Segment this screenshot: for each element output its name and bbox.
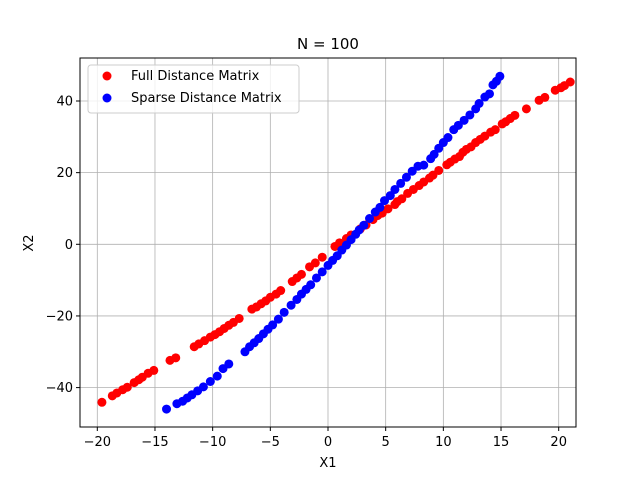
x-tick-label: −10: [199, 435, 226, 450]
full-distance-point: [149, 365, 159, 375]
full-distance-point: [540, 92, 550, 102]
sparse-distance-point: [273, 314, 283, 324]
sparse-distance-point: [465, 110, 475, 120]
sparse-distance-point: [306, 280, 316, 290]
axis-ticks: −20 −15 −10 −5 0 5 10 15 20 −40 −20 0 20 40: [46, 94, 567, 450]
full-distance-point: [171, 353, 181, 363]
full-distance-point: [490, 125, 500, 135]
sparse-distance-point: [459, 115, 469, 125]
x-tick-label: 20: [550, 435, 567, 450]
sparse-distance-point: [205, 377, 215, 386]
sparse-distance-point: [474, 99, 484, 108]
sparse-distance-point: [279, 307, 289, 317]
full-distance-point: [122, 382, 132, 392]
sparse-distance-point: [495, 71, 505, 81]
sparse-distance-point: [359, 220, 369, 230]
y-tick-label: −20: [46, 309, 73, 324]
sparse-distance-point: [443, 133, 453, 143]
x-axis-label: X1: [319, 456, 336, 471]
sparse-distance-point: [375, 202, 385, 212]
full-distance-point: [383, 204, 393, 214]
legend-label-full: Full Distance Matrix: [131, 69, 260, 84]
x-tick-label: 5: [382, 435, 390, 450]
x-tick-label: 10: [435, 435, 452, 450]
legend: Full Distance Matrix Sparse Distance Mat…: [87, 64, 300, 114]
sparse-distance-point: [429, 149, 439, 159]
sparse-distance-point: [419, 160, 429, 170]
sparse-distance-point: [162, 404, 172, 414]
full-distance-point: [317, 252, 327, 262]
full-distance-point: [521, 104, 531, 114]
y-tick-label: 0: [65, 238, 73, 253]
legend-marker-sparse: [102, 93, 112, 103]
sparse-distance-point: [365, 214, 375, 223]
full-distance-point: [397, 194, 407, 204]
sparse-distance-point: [286, 300, 296, 310]
legend-box: [87, 64, 300, 114]
x-tick-label: 0: [324, 435, 332, 450]
x-tick-label: 15: [493, 435, 510, 450]
sparse-distance-point: [390, 184, 400, 194]
sparse-distance-point: [224, 359, 234, 369]
x-tick-label: −15: [141, 435, 168, 450]
data-points: [97, 71, 575, 414]
y-tick-label: −40: [46, 381, 73, 396]
full-distance-point: [234, 313, 244, 323]
full-distance-point: [296, 269, 306, 279]
y-tick-label: 40: [56, 94, 73, 109]
sparse-distance-point: [484, 89, 494, 99]
grid: [80, 58, 576, 427]
y-axis-label: X2: [22, 234, 37, 251]
sparse-distance-point: [311, 273, 321, 283]
legend-label-sparse: Sparse Distance Matrix: [131, 91, 282, 106]
full-distance-point: [97, 397, 107, 407]
sparse-distance-point: [401, 172, 411, 182]
sparse-distance-point: [198, 382, 208, 392]
sparse-distance-point: [268, 320, 278, 330]
sparse-distance-point: [396, 178, 406, 188]
y-tick-label: 20: [56, 166, 73, 181]
x-tick-label: −5: [261, 435, 280, 450]
full-distance-point: [510, 110, 520, 120]
x-tick-label: −20: [84, 435, 111, 450]
chart-title: N = 100: [297, 35, 359, 53]
sparse-distance-point: [385, 191, 395, 201]
sparse-distance-point: [317, 267, 327, 277]
legend-marker-full: [102, 71, 112, 81]
full-distance-point: [434, 165, 444, 175]
full-distance-point: [565, 77, 575, 87]
full-distance-point: [335, 238, 345, 248]
full-distance-point: [276, 286, 286, 296]
full-distance-point: [310, 258, 320, 268]
sparse-distance-point: [212, 371, 222, 381]
